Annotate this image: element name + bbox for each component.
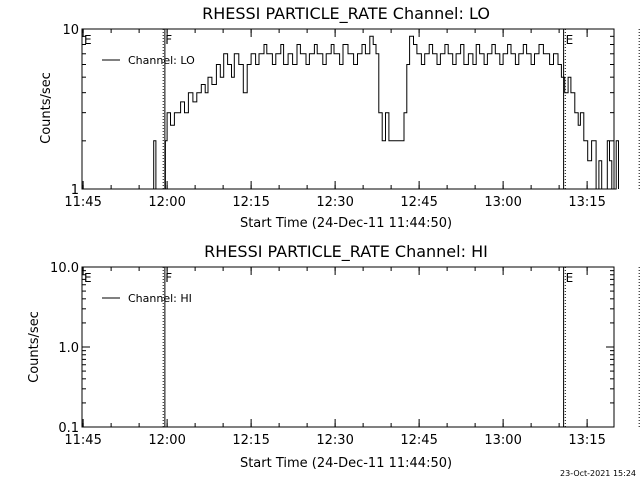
hi-x-tick-label: 13:00 [484, 433, 521, 448]
lo-event-marker-label: E [84, 33, 92, 47]
hi-event-marker-label: F [165, 271, 172, 285]
lo-x-tick-label: 13:15 [568, 195, 605, 210]
lo-x-tick-label: 12:45 [400, 195, 437, 210]
hi-x-axis-label: Start Time (24-Dec-11 11:44:50) [240, 456, 452, 471]
lo-y-axis-label: Counts/sec [39, 72, 54, 144]
lo-x-axis-label: Start Time (24-Dec-11 11:44:50) [240, 216, 452, 231]
lo-legend-label: Channel: LO [128, 54, 195, 67]
date-stamp: 23-Oct-2021 15:24 [560, 469, 636, 478]
lo-chart-title: RHESSI PARTICLE_RATE Channel: LO [202, 4, 490, 24]
hi-event-marker-label: E [84, 271, 92, 285]
hi-y-axis-label: Counts/sec [27, 311, 42, 383]
lo-event-marker-label: F [165, 33, 172, 47]
hi-channel-panel: RHESSI PARTICLE_RATE Channel: HI Counts/… [27, 242, 640, 471]
lo-x-tick-label: 11:45 [64, 195, 101, 210]
hi-chart-title: RHESSI PARTICLE_RATE Channel: HI [204, 242, 488, 262]
hi-x-tick-label: 12:45 [400, 433, 437, 448]
hi-y-tick-label: 0.1 [58, 421, 79, 436]
lo-series-line [153, 35, 619, 190]
lo-event-marker-label: E [566, 33, 574, 47]
lo-channel-panel: RHESSI PARTICLE_RATE Channel: LO Counts/… [39, 4, 640, 231]
hi-x-tick-label: 12:15 [232, 433, 269, 448]
hi-x-tick-label: 13:15 [568, 433, 605, 448]
hi-x-tick-label: 11:45 [64, 433, 101, 448]
lo-y-tick-label: 10 [62, 23, 79, 38]
lo-plot-frame [81, 28, 615, 190]
hi-x-tick-label: 12:30 [316, 433, 353, 448]
hi-x-tick-label: 12:00 [148, 433, 185, 448]
lo-x-tick-label: 12:15 [232, 195, 269, 210]
hi-y-tick-label: 1.0 [58, 341, 79, 356]
lo-y-tick-label: 1 [71, 183, 79, 198]
lo-x-tick-label: 12:00 [148, 195, 185, 210]
hi-legend-label: Channel: HI [128, 292, 192, 305]
lo-x-tick-label: 13:00 [484, 195, 521, 210]
hi-y-tick-label: 10.0 [50, 261, 79, 276]
hi-event-marker-label: E [566, 271, 574, 285]
lo-x-tick-label: 12:30 [316, 195, 353, 210]
